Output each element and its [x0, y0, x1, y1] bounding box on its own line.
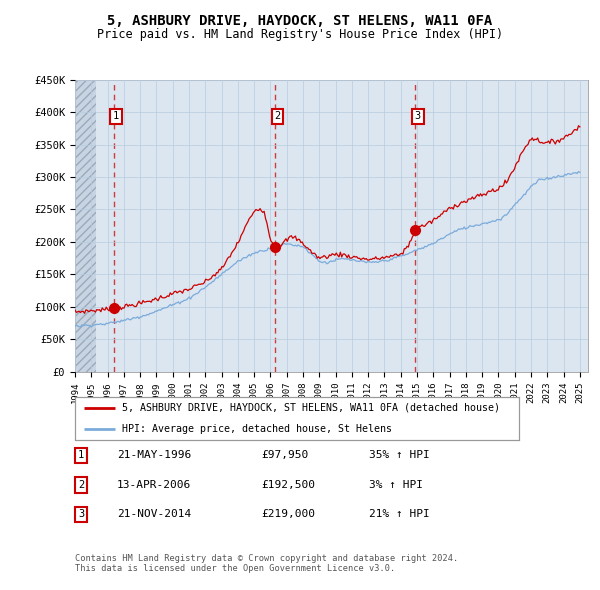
- Text: 1: 1: [113, 111, 119, 121]
- Text: 5, ASHBURY DRIVE, HAYDOCK, ST HELENS, WA11 0FA (detached house): 5, ASHBURY DRIVE, HAYDOCK, ST HELENS, WA…: [122, 403, 500, 412]
- Text: 3: 3: [415, 111, 421, 121]
- Text: 5, ASHBURY DRIVE, HAYDOCK, ST HELENS, WA11 0FA: 5, ASHBURY DRIVE, HAYDOCK, ST HELENS, WA…: [107, 14, 493, 28]
- Text: 21-NOV-2014: 21-NOV-2014: [117, 510, 191, 519]
- Text: 2: 2: [274, 111, 281, 121]
- Text: 1: 1: [78, 451, 84, 460]
- Text: HPI: Average price, detached house, St Helens: HPI: Average price, detached house, St H…: [122, 424, 392, 434]
- Bar: [75, 80, 96, 372]
- Text: £219,000: £219,000: [261, 510, 315, 519]
- Text: 35% ↑ HPI: 35% ↑ HPI: [369, 451, 430, 460]
- Text: 21% ↑ HPI: 21% ↑ HPI: [369, 510, 430, 519]
- Text: 2: 2: [78, 480, 84, 490]
- Text: 21-MAY-1996: 21-MAY-1996: [117, 451, 191, 460]
- Text: Price paid vs. HM Land Registry's House Price Index (HPI): Price paid vs. HM Land Registry's House …: [97, 28, 503, 41]
- Text: 3: 3: [78, 510, 84, 519]
- Text: £97,950: £97,950: [261, 451, 308, 460]
- Text: £192,500: £192,500: [261, 480, 315, 490]
- Text: 3% ↑ HPI: 3% ↑ HPI: [369, 480, 423, 490]
- Text: Contains HM Land Registry data © Crown copyright and database right 2024.
This d: Contains HM Land Registry data © Crown c…: [75, 554, 458, 573]
- Text: 13-APR-2006: 13-APR-2006: [117, 480, 191, 490]
